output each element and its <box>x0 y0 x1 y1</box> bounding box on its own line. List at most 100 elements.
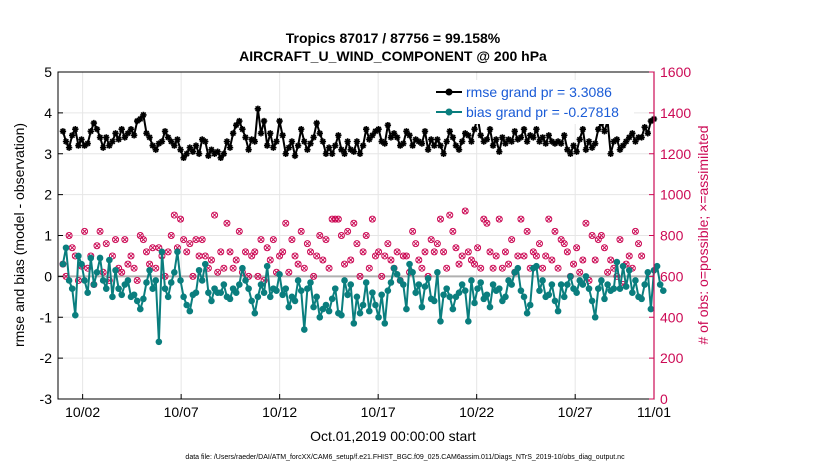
bias-point <box>236 281 243 288</box>
bias-point <box>158 248 166 256</box>
rmse-point <box>647 117 655 125</box>
obs-possible-marker <box>446 211 454 219</box>
rmse-point <box>539 134 546 141</box>
y-tick-label-left: 0 <box>44 268 52 284</box>
obs-assimilated-marker <box>465 248 472 255</box>
obs-assimilated-marker <box>490 265 496 272</box>
rmse-point <box>109 138 116 145</box>
bias-point <box>102 285 110 292</box>
rmse-point <box>576 136 583 143</box>
bias-point <box>582 273 590 280</box>
rmse-point <box>161 128 169 135</box>
y-axis-right-label: # of obs: o=possible; ×=assimilated <box>695 125 711 344</box>
obs-assimilated-marker <box>230 265 236 272</box>
bias-point <box>208 297 215 305</box>
bias-point <box>341 277 348 284</box>
bias-point <box>260 289 268 297</box>
obs-assimilated-marker <box>118 269 125 276</box>
obs-possible-marker <box>282 219 290 227</box>
bias-point <box>245 285 252 292</box>
rmse-point <box>384 121 392 129</box>
bias-point <box>393 271 401 278</box>
rmse-point <box>282 150 289 157</box>
obs-possible-marker <box>523 227 531 235</box>
y-tick-label-left: -1 <box>40 309 53 325</box>
obs-possible-marker <box>189 272 197 280</box>
obs-assimilated-marker <box>295 261 301 267</box>
rmse-point <box>69 132 76 139</box>
rmse-point <box>486 126 494 133</box>
obs-possible-marker <box>124 260 132 268</box>
obs-possible-marker <box>341 260 349 268</box>
rmse-point <box>499 134 506 141</box>
rmse-point <box>434 136 441 143</box>
rmse-point <box>622 138 630 145</box>
bias-point <box>418 303 426 311</box>
y-tick-label-left: 3 <box>44 146 52 162</box>
obs-assimilated-marker <box>601 244 608 251</box>
obs-assimilated-marker <box>360 248 366 255</box>
obs-possible-marker <box>461 207 469 215</box>
bias-point <box>471 299 478 307</box>
bias-point <box>585 285 593 292</box>
bias-point <box>124 277 132 284</box>
rmse-point <box>75 142 82 149</box>
obs-possible-marker <box>471 260 479 268</box>
rmse-point <box>616 146 624 153</box>
y-tick-label-right: 1400 <box>660 105 691 121</box>
rmse-point <box>564 146 571 153</box>
bias-point <box>526 301 534 309</box>
bias-point <box>195 266 203 274</box>
bias-point <box>198 277 206 284</box>
bias-point <box>369 289 376 297</box>
rmse-point <box>356 150 364 157</box>
rmse-point <box>124 130 132 137</box>
obs-possible-marker <box>588 232 596 239</box>
rmse-point <box>236 117 243 125</box>
rmse-point <box>561 132 568 139</box>
rmse-point <box>530 134 537 141</box>
bias-point <box>118 291 126 299</box>
rmse-point <box>294 142 302 149</box>
y-tick-label-left: -3 <box>40 391 53 407</box>
rmse-point <box>205 152 212 159</box>
x-tick-label: 10/27 <box>558 404 593 420</box>
obs-assimilated-marker <box>366 265 373 272</box>
rmse-point <box>146 134 153 141</box>
obs-assimilated-marker <box>94 242 100 249</box>
obs-possible-marker <box>183 248 191 256</box>
x-tick-label: 10/22 <box>459 404 494 420</box>
rmse-point <box>607 150 614 157</box>
rmse-point <box>378 138 385 145</box>
rmse-point <box>332 142 339 149</box>
chart-title-line1: Tropics 87017 / 87756 = 99.158% <box>286 30 501 46</box>
bias-point <box>232 289 240 297</box>
bias-point <box>263 262 271 270</box>
rmse-point <box>285 144 293 151</box>
bias-point <box>372 301 379 309</box>
obs-possible-marker <box>443 264 451 272</box>
obs-possible-marker <box>421 248 429 256</box>
bias-point <box>474 285 481 292</box>
bias-point <box>468 277 475 284</box>
bias-point <box>65 277 73 284</box>
rmse-point <box>579 126 587 133</box>
obs-assimilated-marker <box>502 248 509 255</box>
obs-possible-marker <box>300 264 308 272</box>
rmse-point <box>427 136 435 143</box>
bias-point <box>598 277 605 284</box>
bias-point <box>307 279 314 286</box>
obs-assimilated-marker <box>177 216 184 223</box>
rmse-point <box>245 146 252 153</box>
rmse-point <box>341 150 348 157</box>
obs-possible-marker <box>532 252 540 260</box>
obs-possible-marker <box>223 219 231 227</box>
bias-point <box>350 320 358 327</box>
rmse-point <box>257 130 265 137</box>
obs-assimilated-marker <box>589 232 595 239</box>
rmse-point <box>208 146 215 153</box>
obs-possible-marker <box>489 264 497 272</box>
legend-bias-marker <box>445 108 453 116</box>
bias-point <box>136 305 144 313</box>
bias-point <box>109 293 116 301</box>
